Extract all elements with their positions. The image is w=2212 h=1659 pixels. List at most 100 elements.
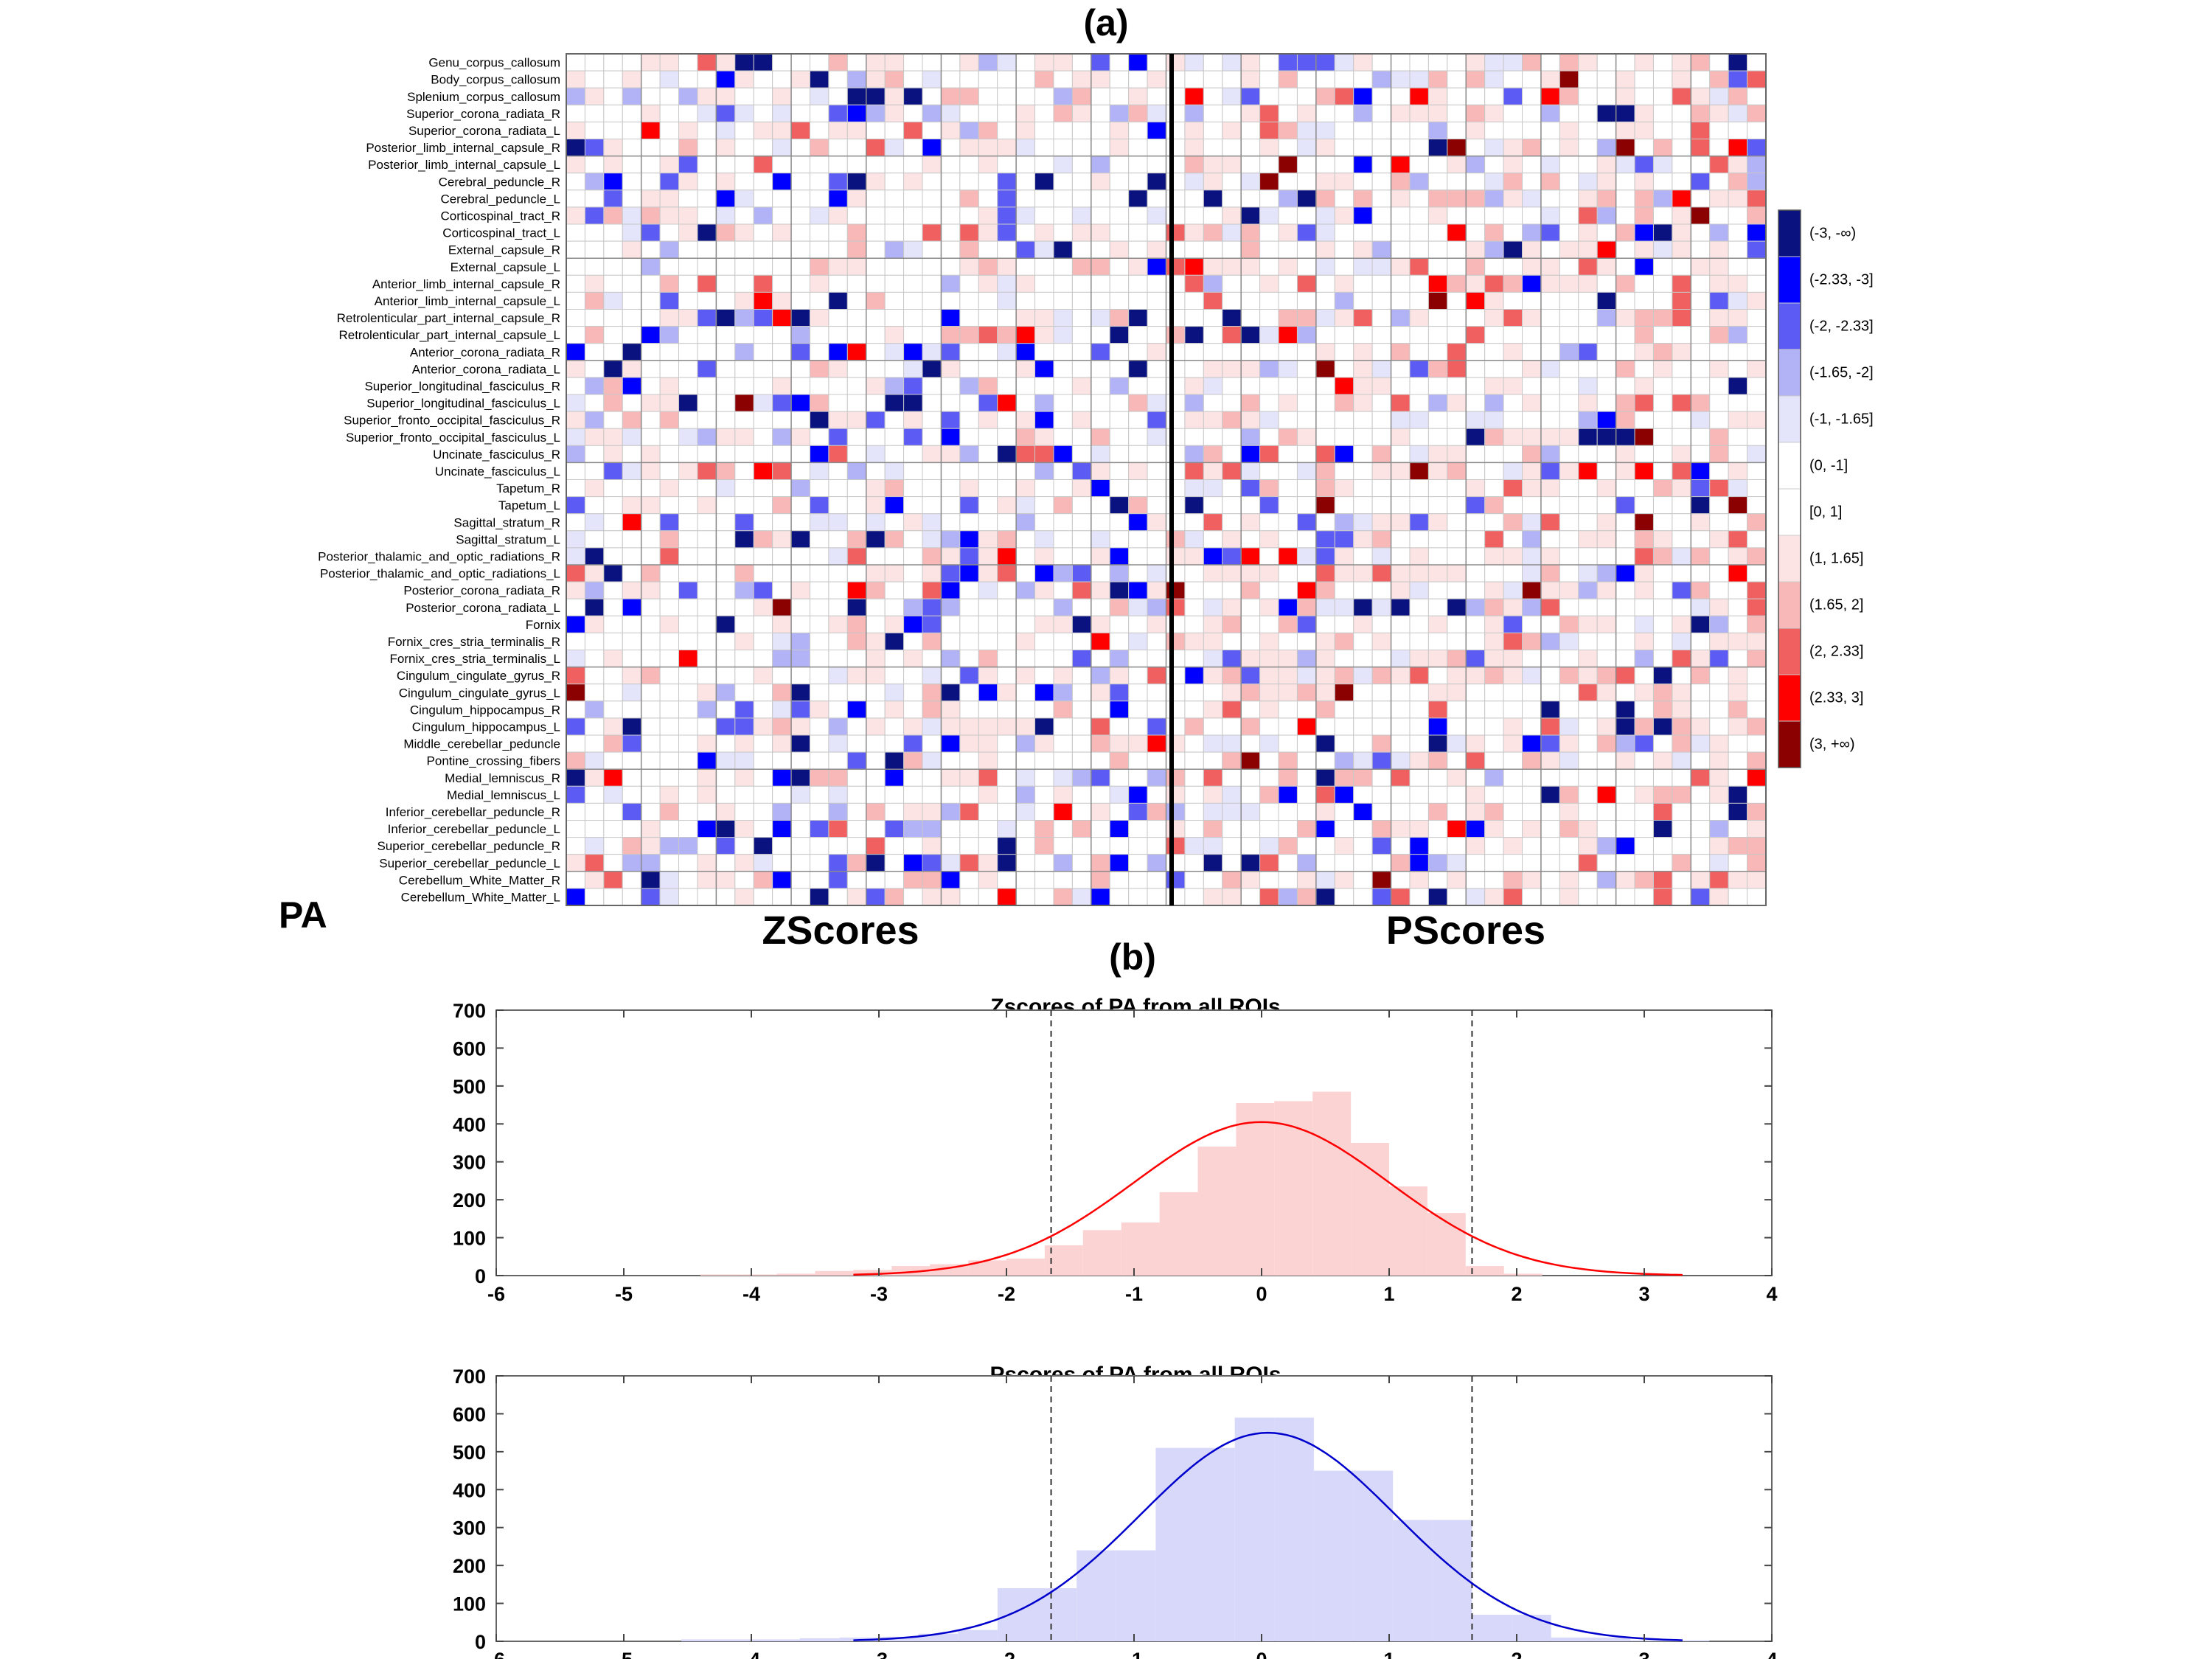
heatmap-cell	[715, 104, 736, 122]
heatmap-cell	[622, 240, 642, 259]
heatmap-cell	[678, 104, 698, 122]
heatmap-cell	[884, 496, 905, 515]
heatmap-cell	[622, 667, 642, 685]
heatmap-cell	[828, 717, 848, 736]
heatmap-cell	[997, 240, 1017, 259]
heatmap-cell	[1427, 854, 1448, 872]
heatmap-cell	[678, 343, 698, 361]
heatmap-cell	[1503, 240, 1523, 259]
heatmap-cell	[790, 274, 810, 293]
heatmap-cell	[866, 309, 886, 327]
heatmap-cell	[828, 802, 848, 821]
x-tick-label: -5	[615, 1649, 633, 1659]
heatmap-cell	[753, 326, 773, 344]
heatmap-cell	[1091, 854, 1110, 872]
heatmap-cell	[1690, 87, 1711, 105]
heatmap-cell	[1015, 802, 1036, 821]
heatmap-cell	[790, 53, 810, 72]
heatmap-cell	[1128, 87, 1148, 105]
heatmap-cell	[1315, 343, 1335, 361]
heatmap-cell	[566, 496, 585, 515]
heatmap-cell	[1071, 785, 1092, 804]
heatmap-cell	[1334, 257, 1354, 276]
heatmap-row-label: Pontine_crossing_fibers	[427, 754, 560, 768]
heatmap-cell	[1747, 667, 1767, 685]
y-tick-label: 700	[453, 1000, 486, 1022]
heatmap-cell	[903, 667, 923, 685]
heatmap-cell	[828, 53, 848, 72]
heatmap-cell	[1296, 189, 1317, 208]
heatmap-cell	[1652, 53, 1673, 72]
heatmap-cell	[959, 274, 979, 293]
heatmap-cell	[1222, 121, 1242, 139]
heatmap-cell	[1503, 684, 1523, 702]
heatmap-cell	[1240, 139, 1261, 157]
heatmap-cell	[1391, 70, 1411, 88]
heatmap-cell	[940, 700, 961, 719]
heatmap-cell	[697, 343, 717, 361]
heatmap-cell	[734, 70, 754, 88]
heatmap-cell	[884, 411, 905, 429]
heatmap-cell	[1296, 650, 1317, 668]
heatmap-cell	[1728, 513, 1748, 532]
heatmap-cell	[1147, 360, 1166, 378]
heatmap-cell	[1091, 581, 1110, 599]
heatmap-cell	[1184, 309, 1204, 327]
heatmap-cell	[997, 445, 1017, 463]
heatmap-cell	[1522, 139, 1542, 157]
heatmap-cell	[1334, 87, 1354, 105]
heatmap-cell	[1166, 309, 1186, 327]
heatmap-cell	[1278, 206, 1298, 225]
heatmap-cell	[641, 717, 661, 736]
heatmap-cell	[753, 411, 773, 429]
heatmap-cell	[584, 206, 605, 225]
heatmap-cell	[1147, 768, 1166, 787]
heatmap-cell	[1690, 513, 1711, 532]
heatmap-cell	[772, 189, 792, 208]
heatmap-cell	[940, 650, 961, 668]
heatmap-cell	[1278, 291, 1298, 310]
heatmap-cell	[846, 684, 867, 702]
heatmap-cell	[1522, 121, 1542, 139]
heatmap-cell	[678, 564, 698, 582]
heatmap-cell	[1391, 394, 1411, 412]
heatmap-cell	[1522, 411, 1542, 429]
heatmap-cell	[1203, 479, 1223, 498]
heatmap-cell	[809, 530, 830, 549]
heatmap-cell	[1465, 734, 1486, 753]
heatmap-cell	[1522, 496, 1542, 515]
heatmap-cell	[1203, 785, 1223, 804]
heatmap-cell	[1091, 377, 1110, 395]
normal-fit-curve	[853, 1121, 1683, 1276]
heatmap-cell	[1353, 734, 1373, 753]
histogram-bar	[1313, 1470, 1354, 1641]
heatmap-cell	[1728, 768, 1748, 787]
heatmap-cell	[1278, 496, 1298, 515]
heatmap-cell	[772, 343, 792, 361]
heatmap-cell	[622, 121, 642, 139]
heatmap-cell	[1184, 104, 1204, 122]
heatmap-row-label: Retrolenticular_part_internal_capsule_L	[338, 328, 560, 342]
heatmap-cell	[603, 411, 623, 429]
heatmap-cell	[1690, 785, 1711, 804]
heatmap-cell	[1166, 802, 1186, 821]
heatmap-cell	[1259, 326, 1279, 344]
heatmap-cell	[1596, 530, 1617, 549]
heatmap-cell	[1652, 751, 1673, 770]
heatmap-cell	[1184, 700, 1204, 719]
heatmap-cell	[1540, 70, 1560, 88]
heatmap-cell	[1615, 394, 1635, 412]
heatmap-cell	[1578, 802, 1598, 821]
heatmap-cell	[1672, 240, 1691, 259]
heatmap-cell	[1578, 394, 1598, 412]
heatmap-cell	[1053, 121, 1073, 139]
heatmap-cell	[1615, 854, 1635, 872]
heatmap-cell	[959, 411, 979, 429]
heatmap-cell	[1465, 121, 1486, 139]
heatmap-cell	[1166, 615, 1186, 633]
heatmap-cell	[1559, 240, 1579, 259]
heatmap-cell	[1559, 121, 1579, 139]
heatmap-cell	[1128, 837, 1148, 855]
heatmap-cell	[1034, 240, 1054, 259]
heatmap-cell	[903, 274, 923, 293]
